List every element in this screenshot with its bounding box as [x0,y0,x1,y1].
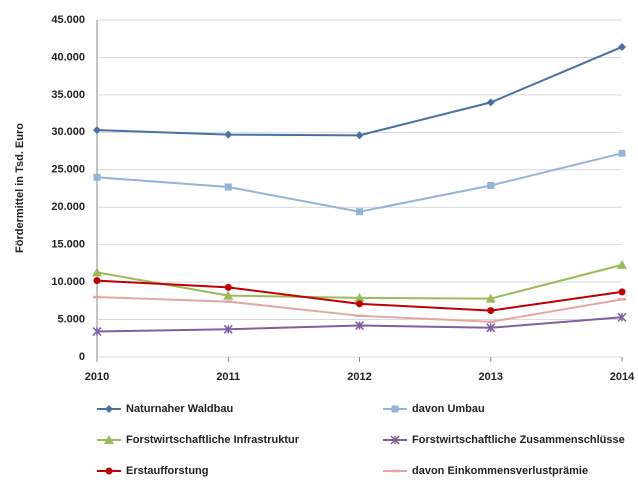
legend-label: davon Einkommensverlustprämie [412,465,588,477]
y-tick-label: 30.000 [51,126,85,138]
marker [92,327,102,337]
series-line [96,46,623,137]
legend-label: Forstwirtschaftliche Infrastruktur [126,434,300,446]
marker [224,283,232,291]
y-tick-label: 20.000 [51,201,85,213]
marker [105,405,113,413]
marker [223,290,234,300]
marker [93,277,101,285]
marker [355,131,364,140]
marker [486,323,496,333]
marker [105,467,113,475]
marker [92,267,102,277]
y-tick-label: 25.000 [51,164,85,176]
marker [391,405,399,413]
y-axis-label: Fördermittel in Tsd. Euro [14,123,26,253]
marker [354,292,365,302]
y-tick-label: 45.000 [51,14,85,26]
legend-label: Naturnaher Waldbau [126,403,233,415]
legend-label: davon Umbau [412,403,485,415]
series-line [96,152,623,213]
x-tick-label: 2013 [479,371,503,383]
marker [618,42,626,51]
marker [485,293,496,303]
marker [93,173,101,181]
marker [617,312,627,322]
y-tick-label: 40.000 [51,51,85,63]
marker [617,259,627,269]
y-tick-label: 0 [79,351,85,363]
marker [104,435,114,444]
marker [354,321,365,331]
marker [356,300,363,308]
marker [224,130,233,139]
marker [223,324,233,334]
marker [224,183,232,191]
y-tick-label: 10.000 [51,276,85,288]
x-tick-label: 2014 [610,371,635,383]
y-tick-label: 15.000 [51,239,85,251]
marker [390,435,400,445]
y-tick-label: 5.000 [57,313,85,325]
marker [487,307,495,315]
marker [356,208,363,216]
marker [93,126,101,135]
legend-label: Forstwirtschaftliche Zusammenschlüsse [412,434,625,446]
marker [618,288,626,296]
y-tick-label: 35.000 [51,89,85,101]
x-tick-label: 2012 [347,371,371,383]
marker [487,182,495,190]
x-tick-label: 2010 [85,371,109,383]
legend-label: Erstaufforstung [126,465,209,477]
marker [618,149,626,157]
x-tick-label: 2011 [216,371,240,383]
marker [486,98,495,107]
